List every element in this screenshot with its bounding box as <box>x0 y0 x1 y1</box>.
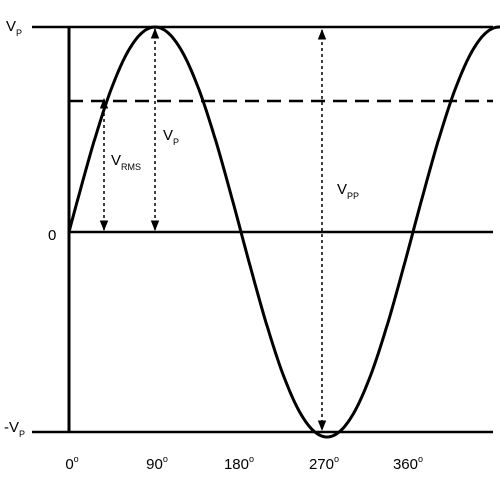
x-tick-4: 360o <box>393 454 423 473</box>
x-tick-3: 270o <box>309 454 339 473</box>
label-vrms: VRMS <box>111 152 141 172</box>
label-vp-top: VP <box>6 18 22 38</box>
x-tick-labels: 0o 90o 180o 270o 360o <box>65 454 423 473</box>
label-vp-bottom: -VP <box>4 419 25 439</box>
x-tick-2: 180o <box>224 454 254 473</box>
label-zero: 0 <box>48 227 56 244</box>
sine-curve <box>67 25 500 439</box>
x-tick-0: 0o <box>65 454 78 473</box>
label-vp: VP <box>163 127 179 147</box>
x-tick-1: 90o <box>146 454 168 473</box>
label-vpp: VPP <box>337 181 359 201</box>
